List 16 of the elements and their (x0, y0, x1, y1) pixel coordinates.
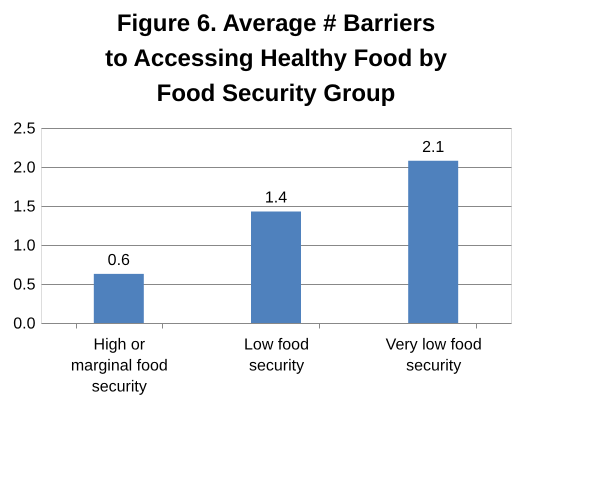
y-tick-label: 1.0 (13, 238, 36, 254)
bar (251, 211, 301, 323)
data-label: 0.6 (108, 252, 130, 269)
x-tick-label: Low food security (244, 336, 309, 374)
y-tick-label: 0.0 (13, 316, 36, 332)
bar (408, 160, 458, 323)
y-tick-label: 0.5 (13, 276, 36, 294)
x-tick-label: Very low food security (386, 336, 482, 374)
bar (94, 274, 144, 323)
y-tick-label: 1.5 (13, 198, 36, 216)
y-tick-label: 2.5 (13, 120, 36, 138)
data-label: 2.1 (422, 138, 444, 156)
y-tick-label: 2.0 (13, 160, 36, 176)
data-label: 1.4 (264, 189, 288, 206)
chart-title: Figure 6. Average # Barriers to Accessing Healthy Food by Food Security Group (105, 10, 448, 107)
x-tick-label: High or marginal food security (70, 336, 168, 396)
